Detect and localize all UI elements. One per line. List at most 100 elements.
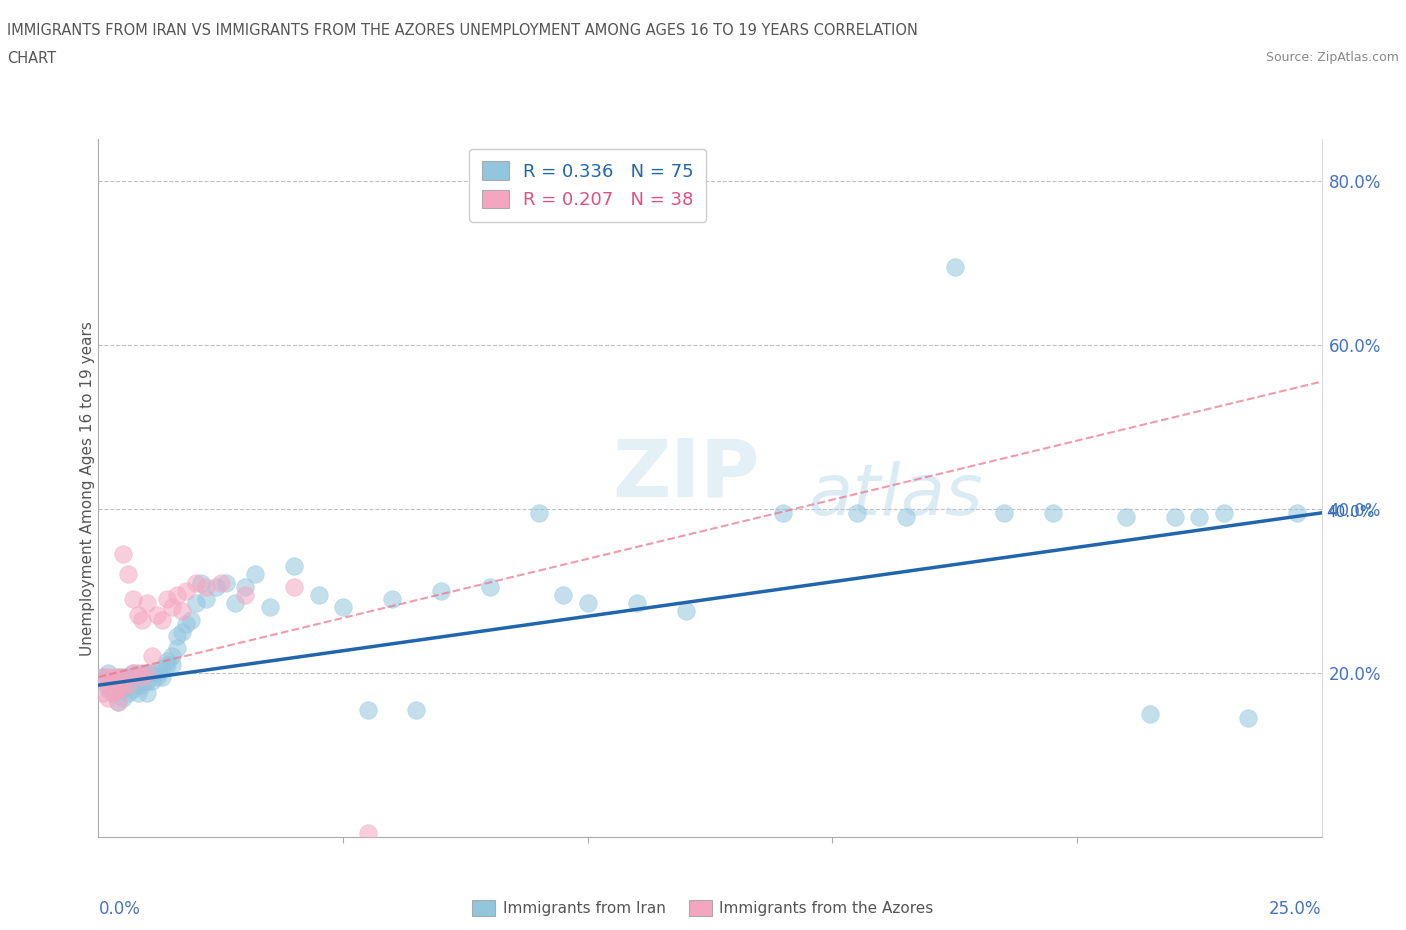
Point — [111, 670, 134, 684]
Point — [111, 678, 134, 693]
Point — [233, 579, 256, 594]
Text: Source: ZipAtlas.com: Source: ZipAtlas.com — [1265, 51, 1399, 64]
Point — [127, 608, 149, 623]
Point — [107, 670, 129, 684]
Point — [111, 670, 134, 684]
Point — [127, 686, 149, 701]
Point — [136, 686, 159, 701]
Point — [141, 666, 163, 681]
Point — [332, 600, 354, 615]
Point — [97, 666, 120, 681]
Point — [121, 591, 143, 606]
Point — [107, 694, 129, 709]
Legend: R = 0.336   N = 75, R = 0.207   N = 38: R = 0.336 N = 75, R = 0.207 N = 38 — [470, 149, 706, 221]
Point — [91, 686, 114, 701]
Point — [283, 559, 305, 574]
Point — [1115, 510, 1137, 525]
Point — [1139, 707, 1161, 722]
Point — [136, 673, 159, 688]
Point — [121, 682, 143, 697]
Point — [91, 670, 114, 684]
Point — [131, 612, 153, 627]
Point — [136, 666, 159, 681]
Point — [101, 673, 124, 688]
Point — [101, 678, 124, 693]
Point — [117, 567, 139, 582]
Point — [190, 575, 212, 590]
Point — [233, 588, 256, 603]
Point — [356, 702, 378, 717]
Point — [675, 604, 697, 618]
Point — [553, 588, 575, 603]
Point — [141, 673, 163, 688]
Point — [430, 583, 453, 598]
Point — [160, 600, 183, 615]
Point — [209, 575, 232, 590]
Point — [180, 612, 202, 627]
Point — [156, 658, 179, 672]
Point — [131, 678, 153, 693]
Point — [283, 579, 305, 594]
Point — [111, 682, 134, 697]
Point — [117, 678, 139, 693]
Point — [117, 670, 139, 684]
Point — [205, 579, 228, 594]
Point — [170, 624, 193, 639]
Point — [131, 670, 153, 684]
Text: atlas: atlas — [808, 460, 983, 530]
Point — [478, 579, 501, 594]
Point — [243, 567, 266, 582]
Point — [176, 583, 198, 598]
Point — [1042, 505, 1064, 520]
Point — [176, 617, 198, 631]
Point — [97, 670, 120, 684]
Point — [107, 682, 129, 697]
Point — [121, 670, 143, 684]
Point — [150, 661, 173, 676]
Point — [160, 649, 183, 664]
Point — [845, 505, 868, 520]
Text: IMMIGRANTS FROM IRAN VS IMMIGRANTS FROM THE AZORES UNEMPLOYMENT AMONG AGES 16 TO: IMMIGRANTS FROM IRAN VS IMMIGRANTS FROM … — [7, 23, 918, 38]
Point — [381, 591, 404, 606]
Point — [97, 678, 120, 693]
Legend: Immigrants from Iran, Immigrants from the Azores: Immigrants from Iran, Immigrants from th… — [467, 894, 939, 923]
Point — [141, 649, 163, 664]
Point — [527, 505, 550, 520]
Point — [111, 690, 134, 705]
Text: ZIP: ZIP — [612, 435, 759, 513]
Point — [576, 596, 599, 611]
Point — [117, 678, 139, 693]
Point — [107, 678, 129, 693]
Point — [107, 694, 129, 709]
Point — [626, 596, 648, 611]
Point — [356, 826, 378, 841]
Point — [101, 686, 124, 701]
Point — [186, 575, 208, 590]
Y-axis label: Unemployment Among Ages 16 to 19 years: Unemployment Among Ages 16 to 19 years — [80, 321, 94, 656]
Text: 25.0%: 25.0% — [1270, 900, 1322, 918]
Point — [111, 547, 134, 562]
Point — [97, 682, 120, 697]
Point — [993, 505, 1015, 520]
Point — [1237, 711, 1260, 725]
Point — [146, 608, 169, 623]
Point — [166, 629, 188, 644]
Point — [259, 600, 281, 615]
Point — [214, 575, 236, 590]
Point — [136, 596, 159, 611]
Text: CHART: CHART — [7, 51, 56, 66]
Point — [150, 670, 173, 684]
Point — [943, 259, 966, 274]
Point — [127, 666, 149, 681]
Point — [156, 591, 179, 606]
Point — [772, 505, 794, 520]
Point — [97, 690, 120, 705]
Point — [166, 641, 188, 656]
Point — [894, 510, 917, 525]
Point — [224, 596, 246, 611]
Point — [1286, 505, 1309, 520]
Point — [107, 670, 129, 684]
Point — [1164, 510, 1187, 525]
Point — [131, 666, 153, 681]
Point — [136, 666, 159, 681]
